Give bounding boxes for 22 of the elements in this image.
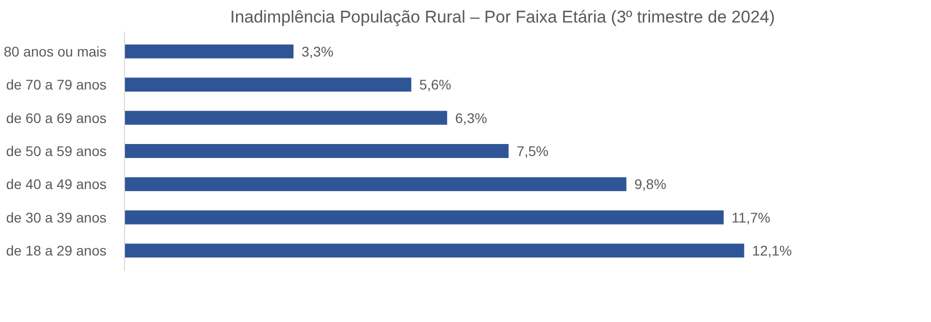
chart-title: Inadimplência População Rural – Por Faixa Etária (3º trimestre de 2024) [230, 8, 775, 26]
bar [124, 78, 412, 92]
bar [124, 144, 509, 158]
data-label: 3,3% [302, 43, 334, 60]
y-tick-label: de 60 a 69 anos [6, 110, 106, 126]
data-label: 12,1% [752, 242, 792, 259]
y-tick-label: 80 anos ou mais [4, 43, 107, 60]
data-label: 6,3% [455, 110, 488, 126]
y-tick-label: de 40 a 49 anos [6, 176, 106, 192]
data-label: 9,8% [634, 176, 666, 192]
bar [124, 44, 294, 58]
y-tick-label: de 30 a 39 anos [6, 209, 106, 226]
y-tick-label: de 18 a 29 anos [6, 242, 106, 259]
bar [124, 177, 626, 192]
bar [124, 244, 744, 258]
data-label: 11,7% [732, 209, 770, 226]
bar [124, 110, 448, 125]
data-label: 5,6% [419, 76, 452, 93]
y-tick-label: de 70 a 79 anos [6, 76, 106, 93]
data-label: 7,5% [516, 143, 549, 159]
bar [124, 210, 724, 224]
y-tick-label: de 50 a 59 anos [6, 143, 106, 159]
